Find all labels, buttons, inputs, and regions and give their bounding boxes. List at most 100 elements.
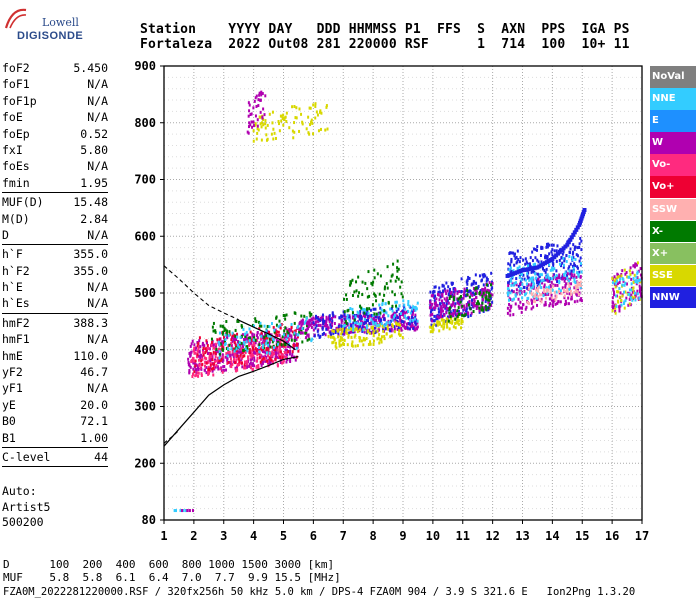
- echo-point: [560, 292, 563, 296]
- echo-point: [434, 294, 437, 298]
- echo-point: [468, 299, 471, 303]
- echo-point: [507, 298, 510, 302]
- echo-point: [552, 277, 555, 281]
- echo-point: [536, 291, 539, 295]
- echo-point: [517, 304, 520, 308]
- echo-point: [344, 317, 347, 321]
- echo-point: [247, 356, 250, 360]
- echo-point: [290, 334, 293, 338]
- echo-point: [572, 270, 575, 274]
- echo-point: [579, 256, 582, 260]
- param-value: N/A: [87, 227, 108, 242]
- echo-point: [195, 373, 198, 377]
- echo-point: [401, 336, 404, 340]
- echo-point: [432, 289, 435, 293]
- echo-point: [633, 273, 636, 277]
- echo-point: [253, 343, 256, 347]
- echo-point: [255, 94, 258, 98]
- echo-point: [405, 310, 408, 314]
- echo-point: [216, 356, 219, 360]
- echo-point: [258, 326, 261, 330]
- echo-trace-point: [578, 220, 583, 225]
- echo-point: [258, 320, 261, 324]
- echo-point: [281, 361, 284, 365]
- echo-point: [552, 264, 555, 268]
- echo-point: [573, 277, 576, 281]
- echo-point: [327, 334, 330, 338]
- legend-item: SSE: [650, 264, 696, 287]
- echo-point: [552, 262, 555, 266]
- echo-point: [381, 324, 384, 328]
- footer-file-info: FZA0M_2022281220000.RSF / 320fx256h 50 k…: [3, 586, 636, 598]
- echo-point: [359, 336, 362, 340]
- echo-point: [628, 288, 631, 292]
- echo-point: [522, 303, 525, 307]
- echo-point: [254, 338, 257, 342]
- echo-point: [482, 291, 485, 295]
- echo-point: [621, 276, 624, 280]
- echo-point: [233, 341, 236, 345]
- echo-point: [540, 300, 543, 304]
- echo-point: [468, 276, 471, 280]
- echo-point: [339, 327, 342, 331]
- echo-point: [370, 322, 373, 326]
- parameter-panel: foF2 5.450 foF1 N/A foF1p N/A foE N/A foEp 0.52 fx…: [2, 60, 108, 468]
- echo-point: [268, 112, 271, 116]
- echo-point: [389, 335, 392, 339]
- y-tick-label: 700: [134, 173, 156, 187]
- echo-point: [331, 319, 334, 323]
- echo-point: [266, 324, 269, 328]
- echo-point: [235, 348, 238, 352]
- echo-point: [430, 319, 433, 323]
- param-value: 46.7: [80, 365, 108, 380]
- echo-point: [233, 338, 236, 342]
- echo-point: [223, 335, 226, 339]
- echo-point: [297, 324, 300, 328]
- echo-point: [522, 258, 525, 262]
- echo-point: [210, 355, 213, 359]
- echo-point: [476, 300, 479, 304]
- echo-point: [437, 307, 440, 311]
- echo-point: [314, 326, 317, 330]
- echo-point: [220, 369, 223, 373]
- echo-point: [368, 294, 371, 298]
- echo-point: [346, 313, 349, 317]
- echo-point: [370, 281, 373, 285]
- echo-point: [463, 306, 466, 310]
- echo-point: [257, 104, 260, 108]
- param-row: hmF2 388.3: [2, 315, 108, 331]
- echo-point: [268, 325, 271, 329]
- echo-point: [214, 345, 217, 349]
- echo-point: [179, 509, 182, 513]
- echo-point: [257, 348, 260, 352]
- echo-point: [387, 300, 390, 304]
- echo-point: [621, 294, 624, 298]
- echo-point: [298, 107, 301, 111]
- echo-point: [356, 321, 359, 325]
- echo-point: [578, 291, 581, 295]
- echo-point: [285, 327, 288, 331]
- echo-point: [368, 307, 371, 311]
- param-value: N/A: [87, 280, 108, 295]
- echo-point: [573, 273, 576, 277]
- echo-trace-point: [582, 208, 587, 213]
- echo-point: [639, 267, 642, 271]
- echo-point: [256, 359, 259, 363]
- echo-point: [294, 335, 297, 339]
- echo-point: [309, 323, 312, 327]
- echo-point: [614, 285, 617, 289]
- echo-point: [490, 303, 493, 307]
- echo-point: [260, 138, 263, 142]
- echo-point: [203, 368, 206, 372]
- echo-point: [461, 304, 464, 308]
- echo-point: [283, 351, 286, 355]
- param-value: 5.80: [80, 142, 108, 157]
- echo-point: [623, 306, 626, 310]
- echo-point: [639, 280, 642, 284]
- echo-point: [340, 336, 343, 340]
- echo-point: [546, 255, 549, 259]
- echo-point: [373, 276, 376, 280]
- echo-point: [488, 281, 491, 285]
- echo-point: [331, 341, 334, 345]
